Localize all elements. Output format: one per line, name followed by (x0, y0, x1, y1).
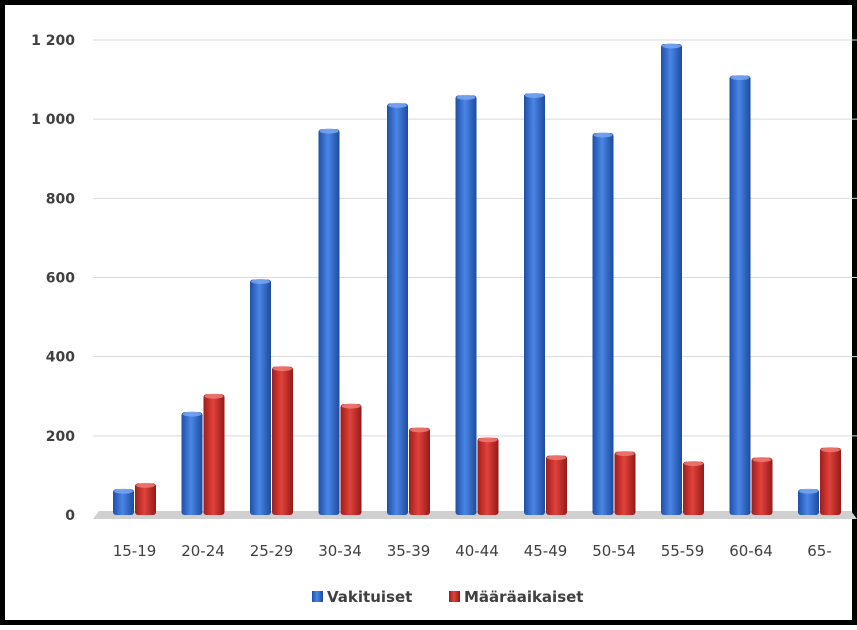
bar-cap (341, 403, 361, 409)
bar-cap (182, 411, 202, 417)
bar-cap (821, 447, 840, 453)
x-tick-label: 30-34 (318, 542, 362, 560)
bar-vakituiset-55-59 (661, 43, 682, 515)
bar-vakituiset-25-29 (250, 279, 271, 515)
bar-vakituiset-35-39 (387, 103, 408, 515)
bar-cap (114, 488, 133, 494)
bar-m-r-aikaiset-60-64 (751, 457, 773, 515)
x-tick-label: 45-49 (524, 542, 568, 560)
bar-m-r-aikaiset-30-34 (340, 404, 362, 515)
x-tick-label: 55-59 (661, 542, 705, 560)
bar-cap (525, 92, 544, 98)
bar-cap (388, 102, 407, 108)
y-tick-label: 400 (46, 350, 75, 366)
x-tick-label: 15-19 (113, 542, 157, 560)
bar-cap (615, 451, 635, 457)
bar-vakituiset-15-19 (113, 489, 134, 515)
x-tick-label: 50-54 (592, 542, 636, 560)
y-axis-ticks: 0 200 400 600 800 1 000 1 200 (31, 33, 75, 524)
x-tick-label: 40-44 (455, 542, 499, 560)
x-tick-label: 25-29 (250, 542, 294, 560)
bar-m-r-aikaiset-15-19 (135, 483, 156, 515)
bar-vakituiset-30-34 (318, 129, 340, 515)
bar-cap (319, 128, 339, 134)
y-tick-label: 600 (46, 271, 75, 287)
x-tick-label: 65- (807, 542, 832, 560)
bar-cap (410, 427, 429, 433)
bar-cap (251, 278, 270, 284)
bar-cap (478, 437, 498, 443)
bar-m-r-aikaiset-25-29 (272, 366, 293, 515)
bar-vakituiset-65- (798, 489, 819, 515)
x-tick-label: 60-64 (729, 542, 773, 560)
bar-m-r-aikaiset-65- (820, 447, 841, 515)
x-tick-label: 35-39 (387, 542, 431, 560)
bar-cap (204, 393, 224, 399)
y-tick-label: 1 000 (31, 112, 75, 128)
bar-cap (752, 457, 772, 463)
bar-cap (730, 75, 750, 81)
bars (113, 43, 841, 516)
y-tick-label: 0 (65, 508, 75, 524)
bar-cap (547, 455, 566, 461)
bar-cap (593, 132, 613, 138)
x-tick-label: 20-24 (181, 542, 225, 560)
bar-m-r-aikaiset-55-59 (683, 461, 704, 515)
x-axis-ticks: 15-19 20-24 25-29 30-34 35-39 40-44 45-49 50-54… (113, 542, 832, 560)
y-tick-label: 200 (46, 429, 75, 445)
bar-cap (799, 488, 818, 494)
legend-swatch (312, 591, 323, 602)
bar-cap (456, 94, 476, 100)
bar-cap (662, 43, 681, 49)
bar-vakituiset-20-24 (181, 412, 203, 515)
legend-swatch (449, 591, 460, 602)
legend-label: Vakituiset (327, 588, 412, 606)
bar-vakituiset-60-64 (729, 75, 751, 515)
bar-vakituiset-45-49 (524, 93, 545, 515)
bar-cap (273, 366, 292, 372)
y-tick-label: 1 200 (31, 33, 75, 49)
bar-m-r-aikaiset-35-39 (409, 427, 430, 515)
bar-vakituiset-40-44 (455, 95, 477, 516)
bar-cap (684, 461, 703, 467)
legend-label: Määräaikaiset (464, 588, 583, 606)
y-tick-label: 800 (46, 191, 75, 207)
bar-chart: 0 200 400 600 800 1 000 1 200 15-19 20-24 25-29 3… (31, 33, 857, 606)
bar-m-r-aikaiset-20-24 (203, 394, 225, 515)
bar-cap (136, 482, 155, 488)
bar-vakituiset-50-54 (592, 133, 614, 516)
bar-m-r-aikaiset-45-49 (546, 455, 567, 515)
bar-m-r-aikaiset-40-44 (477, 437, 499, 515)
bar-m-r-aikaiset-50-54 (614, 451, 636, 515)
legend: Vakituiset Määräaikaiset (312, 588, 583, 606)
